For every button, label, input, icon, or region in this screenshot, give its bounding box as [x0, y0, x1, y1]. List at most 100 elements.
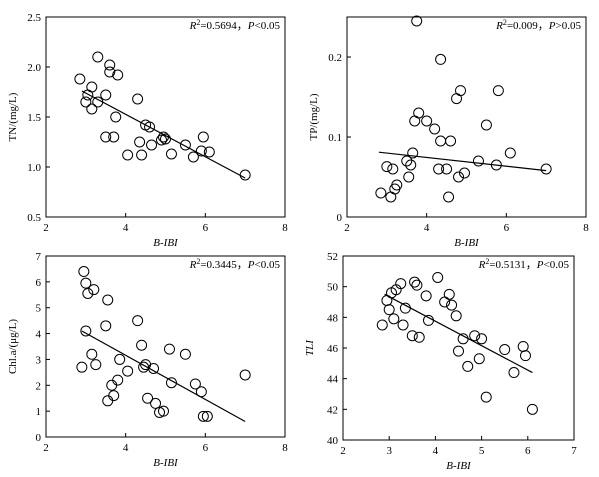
data-point — [492, 85, 504, 97]
data-point — [156, 134, 168, 146]
x-tick-label: 8 — [282, 222, 288, 234]
data-point — [86, 81, 98, 93]
panel-tn: 2 4 6 8 0.5 1.0 1.5 2.0 2.5 B-IBI TN/(mg/L) R2=0.56… — [7, 12, 288, 249]
y-tick-label: 2.0 — [27, 62, 41, 74]
x-tick-label: 2 — [344, 222, 350, 234]
data-point — [443, 288, 455, 300]
data-point — [239, 169, 251, 181]
data-point — [376, 319, 388, 331]
stats-annotation: R2=0.5131，P<0.05 — [478, 257, 570, 271]
data-point — [504, 147, 516, 159]
y-tick-label: 44 — [327, 374, 339, 386]
data-point — [508, 367, 520, 379]
data-point — [435, 135, 447, 147]
y-tick-label: 1.0 — [27, 162, 41, 174]
regression-line — [384, 293, 533, 374]
data-point — [395, 278, 407, 290]
data-point — [401, 155, 413, 167]
data-point — [158, 405, 170, 417]
data-point — [74, 73, 86, 85]
data-point — [457, 333, 469, 345]
x-tick-label: 4 — [424, 222, 430, 234]
y-tick-label: 0 — [36, 432, 42, 444]
data-point — [100, 89, 112, 101]
y-axis-label: TP/(mg/L) — [308, 93, 320, 140]
data-point — [409, 276, 421, 288]
data-point — [375, 187, 387, 199]
data-point — [146, 139, 158, 151]
data-point — [187, 151, 199, 163]
regression-line — [378, 151, 547, 172]
data-point — [389, 183, 401, 195]
x-tick-label: 6 — [504, 222, 510, 234]
y-tick-label: 50 — [327, 282, 339, 294]
data-point — [453, 171, 465, 183]
plot-frame — [346, 16, 587, 218]
data-point — [462, 360, 474, 372]
x-tick-label: 2 — [43, 442, 49, 454]
data-point — [78, 266, 90, 278]
data-point — [112, 69, 124, 81]
data-point — [480, 391, 492, 403]
data-point — [90, 359, 102, 371]
y-tick-label: 46 — [327, 343, 339, 355]
data-point — [100, 131, 112, 143]
x-tick-label: 6 — [525, 445, 531, 457]
y-tick-label: 0.1 — [328, 132, 342, 144]
data-point — [108, 131, 120, 143]
data-point — [422, 314, 434, 326]
y-tick-label: 4 — [36, 329, 42, 341]
stats-annotation: R2=0.009，P>0.05 — [495, 18, 581, 32]
plot-frame — [45, 16, 286, 218]
data-point — [413, 107, 425, 119]
plot-frame — [45, 255, 286, 438]
y-tick-label: 0.2 — [328, 52, 342, 64]
data-point — [387, 163, 399, 175]
y-tick-label: 52 — [327, 251, 338, 263]
data-point — [76, 361, 88, 373]
data-point — [165, 377, 177, 389]
data-point — [189, 378, 201, 390]
x-axis-label: B-IBI — [454, 237, 480, 249]
data-point — [239, 369, 251, 381]
x-tick-label: 8 — [282, 442, 288, 454]
data-point — [381, 294, 393, 306]
x-axis-label: B-IBI — [446, 460, 472, 472]
y-tick-label: 6 — [36, 277, 42, 289]
data-point — [433, 163, 445, 175]
data-point — [122, 365, 134, 377]
data-point — [406, 330, 418, 342]
data-point — [163, 343, 175, 355]
data-point — [148, 362, 160, 374]
data-point — [203, 146, 215, 158]
y-axis-label: TN/(mg/L) — [7, 92, 19, 141]
data-point — [110, 111, 122, 123]
data-point — [480, 119, 492, 131]
data-point — [158, 131, 170, 143]
x-tick-label: 4 — [123, 222, 129, 234]
stats-annotation: R2=0.3445，P<0.05 — [189, 257, 281, 271]
y-tick-label: 7 — [36, 251, 42, 263]
data-point — [104, 59, 116, 71]
data-point — [413, 331, 425, 343]
data-point — [134, 136, 146, 148]
data-point — [80, 96, 92, 108]
y-tick-label: 2 — [36, 380, 42, 392]
x-tick-label: 8 — [583, 222, 589, 234]
data-point — [104, 66, 116, 78]
y-tick-label: 5 — [36, 303, 42, 315]
plot-frame — [342, 255, 575, 441]
data-point — [517, 340, 529, 352]
data-point — [499, 344, 511, 356]
data-point — [455, 85, 467, 97]
data-point — [179, 348, 191, 360]
data-point — [80, 277, 92, 289]
y-tick-label: 0 — [337, 212, 343, 224]
y-tick-label: 40 — [327, 435, 339, 447]
y-tick-label: 42 — [327, 404, 338, 416]
data-point — [100, 320, 112, 332]
data-point — [88, 284, 100, 296]
y-tick-label: 1.5 — [27, 112, 41, 124]
x-tick-label: 5 — [479, 445, 485, 457]
